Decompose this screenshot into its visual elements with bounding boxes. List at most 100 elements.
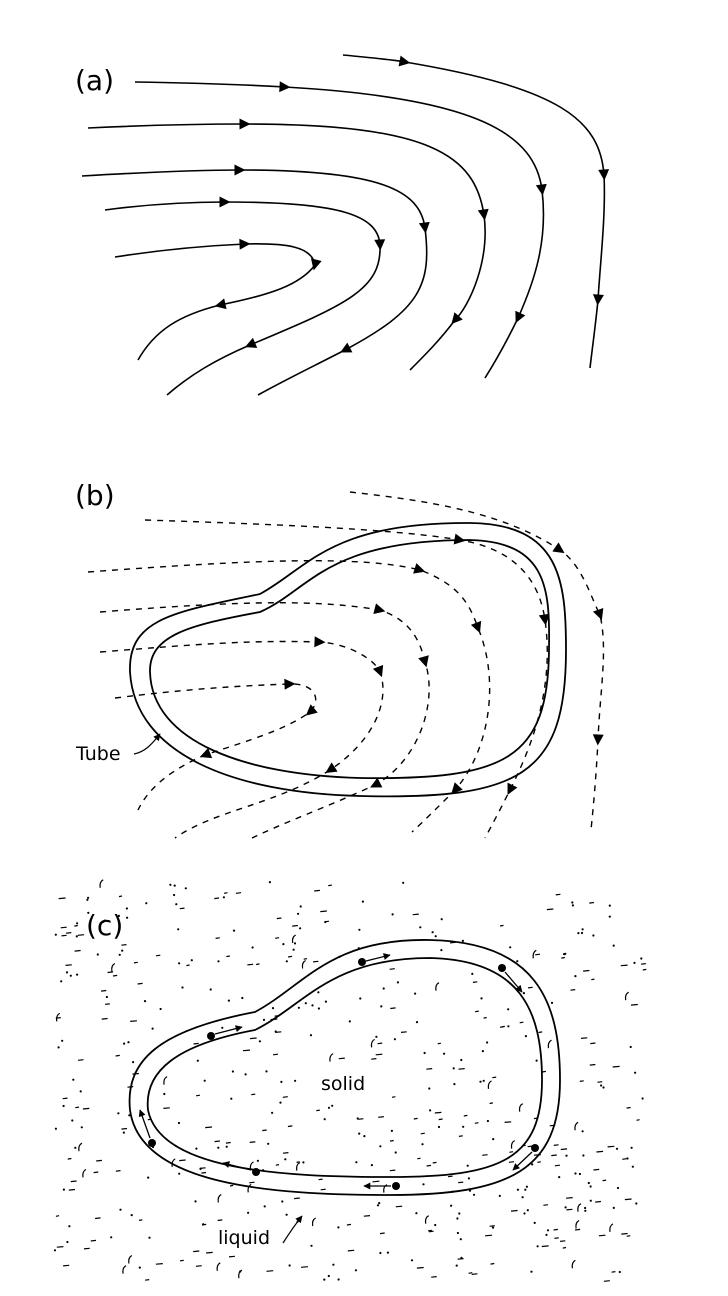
stipple-mark (145, 902, 148, 905)
stipple-mark (461, 939, 464, 943)
stipple-mark (256, 1159, 259, 1162)
stipple-mark (359, 997, 362, 1000)
stipple-mark (76, 922, 79, 925)
stipple-mark (282, 943, 285, 946)
stipple-mark (354, 1269, 357, 1272)
stipple-mark (128, 1254, 133, 1264)
stipple-mark (203, 1079, 206, 1082)
stipple-mark (266, 1270, 274, 1272)
stipple-mark (239, 1270, 242, 1273)
stipple-mark (509, 946, 512, 949)
tube-label: Tube (75, 743, 121, 765)
stipple-mark (95, 1217, 101, 1220)
stipple-mark (434, 935, 437, 938)
stipple-mark (358, 928, 361, 931)
stipple-mark (612, 1206, 615, 1209)
stipple-mark (629, 1045, 632, 1049)
stipple-mark (474, 1122, 479, 1124)
stipple-mark (216, 1262, 221, 1271)
stipple-mark (61, 1039, 64, 1042)
stipple-mark (402, 881, 405, 884)
stipple-mark (316, 1109, 320, 1112)
stipple-mark (574, 975, 577, 978)
stipple-mark (487, 1080, 492, 1089)
stipple-mark (103, 919, 106, 922)
stipple-mark (53, 1249, 57, 1252)
stipple-mark (225, 1145, 228, 1148)
stipple-mark (177, 1121, 181, 1125)
stipple-mark (532, 949, 537, 959)
stipple-mark (458, 1068, 465, 1070)
stipple-mark (133, 961, 138, 964)
stipple-mark (78, 1059, 84, 1061)
stipple-mark (249, 1181, 255, 1184)
stipple-mark (121, 944, 127, 946)
stipple-mark (428, 1087, 431, 1090)
stipple-mark (437, 1042, 442, 1045)
stipple-mark (63, 1264, 70, 1267)
stipple-mark (332, 1263, 335, 1266)
flow-arrow (138, 1109, 151, 1139)
stipple-mark (107, 971, 114, 974)
stipple-mark (580, 931, 584, 935)
stipple-mark (579, 1080, 584, 1082)
stipple-mark (597, 1081, 603, 1083)
stipple-mark (57, 1046, 60, 1049)
stipple-mark (145, 1279, 150, 1281)
stipple-mark (509, 1151, 514, 1153)
stipple-mark (437, 1125, 441, 1129)
stipple-mark (457, 1258, 464, 1260)
stipple-mark (553, 1228, 558, 1231)
stipple-mark (228, 1255, 235, 1258)
stipple-mark (527, 986, 533, 989)
stipple-mark (271, 1111, 274, 1114)
stipple-mark (609, 1223, 614, 1232)
stipple-mark (626, 1157, 629, 1160)
stipple-mark (394, 1151, 397, 1154)
stipple-mark (602, 1086, 605, 1089)
panel-a-label: (a) (75, 64, 114, 97)
stipple-mark (371, 1058, 377, 1060)
stipple-mark (519, 1021, 524, 1024)
stipple-mark (61, 934, 67, 937)
stipple-mark (320, 1188, 326, 1191)
stipple-mark (138, 1266, 141, 1269)
stipple-mark (255, 963, 260, 966)
stipple-mark (163, 1107, 170, 1109)
stipple-mark (285, 1213, 288, 1216)
stipple-mark (87, 896, 90, 899)
stipple-mark (299, 927, 302, 930)
stipple-mark (282, 1152, 289, 1154)
stipple-mark (375, 1035, 378, 1038)
stipple-mark (440, 918, 443, 921)
stipple-mark (271, 1007, 275, 1010)
stipple-mark (456, 1217, 459, 1220)
stipple-mark (215, 937, 220, 939)
stipple-mark (571, 1259, 576, 1269)
stipple-mark (60, 980, 63, 983)
stipple-mark (455, 1264, 458, 1267)
stipple-mark (376, 1204, 380, 1207)
stipple-mark (581, 928, 584, 931)
flow-dot (207, 1032, 215, 1040)
stipple-mark (535, 1059, 538, 1062)
flow-arrow (222, 1161, 252, 1171)
stipple-mark (561, 956, 565, 959)
stipple-mark (370, 1038, 375, 1048)
stipple-mark (507, 1008, 510, 1011)
stipple-mark (217, 1146, 220, 1149)
stipple-mark (596, 1150, 604, 1153)
stipple-mark (547, 1039, 552, 1049)
stipple-mark (292, 924, 298, 927)
stipple-mark (143, 1000, 147, 1003)
stipple-mark (415, 1021, 419, 1024)
stipple-mark (434, 1111, 442, 1114)
stipple-mark (575, 1219, 580, 1229)
stipple-mark (138, 1219, 143, 1221)
stipple-mark (231, 1070, 234, 1073)
stipple-mark (390, 1007, 396, 1010)
stipple-mark (510, 1140, 516, 1149)
stipple-mark (450, 1204, 453, 1207)
stipple-mark (574, 1172, 577, 1175)
stipple-mark (389, 1169, 396, 1172)
